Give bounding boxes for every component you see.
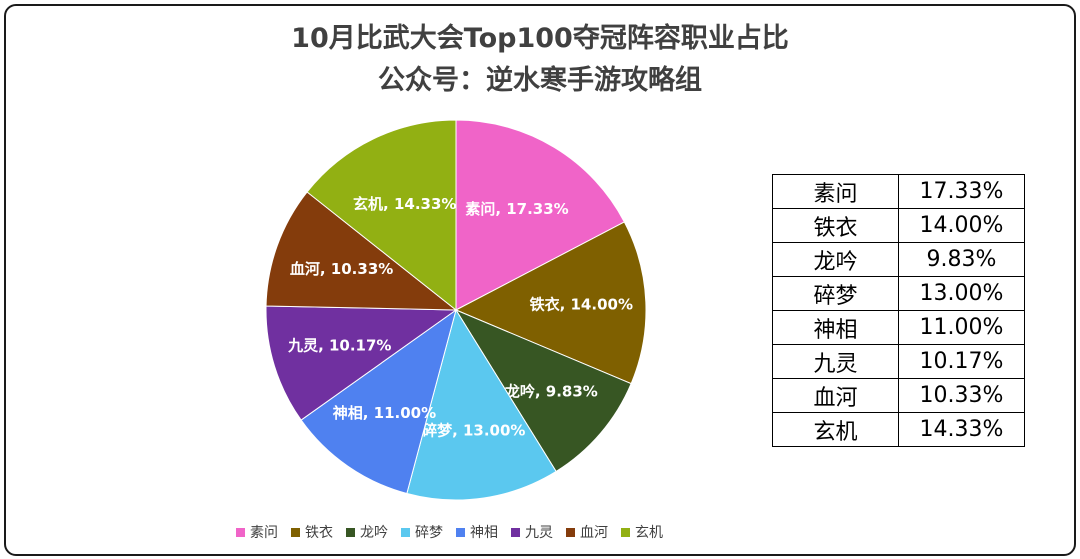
table-cell-name: 血河: [772, 378, 899, 413]
legend-label: 九灵: [525, 525, 553, 541]
legend-swatch: [291, 527, 300, 537]
pie-slice: [300, 308, 457, 495]
legend-swatch: [456, 527, 465, 537]
table-cell-name: 神相: [772, 310, 899, 345]
table-row: 九灵 10.17%: [772, 344, 1025, 379]
table-row: 血河 10.33%: [772, 378, 1025, 413]
pie-slice-label: 素问, 17.33%: [465, 200, 568, 218]
pie-slice-label: 神相, 11.00%: [333, 404, 436, 422]
table-cell-name: 素问: [772, 174, 899, 209]
legend-item: 碎梦: [401, 522, 443, 542]
table-cell-value: 17.33%: [898, 174, 1025, 209]
table-cell-value: 10.33%: [898, 378, 1025, 413]
chart-title: 10月比武大会Top100夺冠阵容职业占比: [291, 23, 789, 54]
pie-slice-label: 碎梦, 13.00%: [422, 421, 525, 439]
legend-item: 血河: [566, 522, 608, 542]
table-cell-value: 14.33%: [898, 412, 1025, 447]
legend-swatch: [401, 527, 410, 537]
chart-legend: 素问 铁衣 龙吟 碎梦 神相 九灵 血河 玄机: [236, 522, 676, 542]
pie-slice-label: 铁衣, 14.00%: [530, 296, 633, 314]
table-cell-value: 14.00%: [898, 208, 1025, 243]
table-cell-value: 9.83%: [898, 242, 1025, 277]
legend-item: 素问: [236, 522, 278, 542]
table-cell-name: 碎梦: [772, 276, 899, 311]
legend-swatch: [566, 527, 575, 537]
table-cell-value: 11.00%: [898, 310, 1025, 345]
table-row: 玄机 14.33%: [772, 412, 1025, 447]
table-row: 龙吟 9.83%: [772, 242, 1025, 277]
pie-slice: [265, 191, 458, 311]
table-row: 神相 11.00%: [772, 310, 1025, 345]
table-cell-name: 九灵: [772, 344, 899, 379]
pie-slice: [454, 308, 632, 473]
pie-slice: [306, 119, 457, 312]
legend-label: 铁衣: [305, 525, 333, 541]
table-row: 铁衣 14.00%: [772, 208, 1025, 243]
table-cell-name: 玄机: [772, 412, 899, 447]
legend-label: 玄机: [635, 525, 663, 541]
pie-slice-label: 九灵, 10.17%: [287, 337, 391, 355]
legend-item: 九灵: [511, 522, 553, 542]
legend-label: 碎梦: [415, 525, 443, 541]
legend-item: 玄机: [621, 522, 663, 542]
legend-swatch: [236, 527, 245, 537]
pie-slice: [454, 221, 647, 385]
legend-label: 龙吟: [360, 525, 388, 541]
table-cell-name: 龙吟: [772, 242, 899, 277]
pie-slice-label: 血河, 10.33%: [290, 260, 393, 278]
legend-item: 铁衣: [291, 522, 333, 542]
data-table: 素问 17.33% 铁衣 14.00% 龙吟 9.83% 碎梦 13.00% 神…: [772, 174, 1025, 447]
legend-label: 血河: [580, 525, 608, 541]
table-row: 素问 17.33%: [772, 174, 1025, 209]
table-cell-value: 10.17%: [898, 344, 1025, 379]
table-row: 碎梦 13.00%: [772, 276, 1025, 311]
legend-label: 神相: [470, 525, 498, 541]
pie-slice: [406, 308, 557, 501]
pie-slice: [455, 119, 626, 311]
legend-item: 神相: [456, 522, 498, 542]
legend-swatch: [511, 527, 520, 537]
legend-swatch: [621, 527, 630, 537]
table-cell-name: 铁衣: [772, 208, 899, 243]
pie-slice: [265, 305, 458, 421]
legend-item: 龙吟: [346, 522, 388, 542]
chart-subtitle: 公众号：逆水寒手游攻略组: [378, 65, 702, 96]
pie-slice-label: 玄机, 14.33%: [353, 195, 456, 213]
legend-swatch: [346, 527, 355, 537]
legend-label: 素问: [250, 525, 278, 541]
table-cell-value: 13.00%: [898, 276, 1025, 311]
pie-slice-label: 龙吟, 9.83%: [504, 382, 598, 400]
